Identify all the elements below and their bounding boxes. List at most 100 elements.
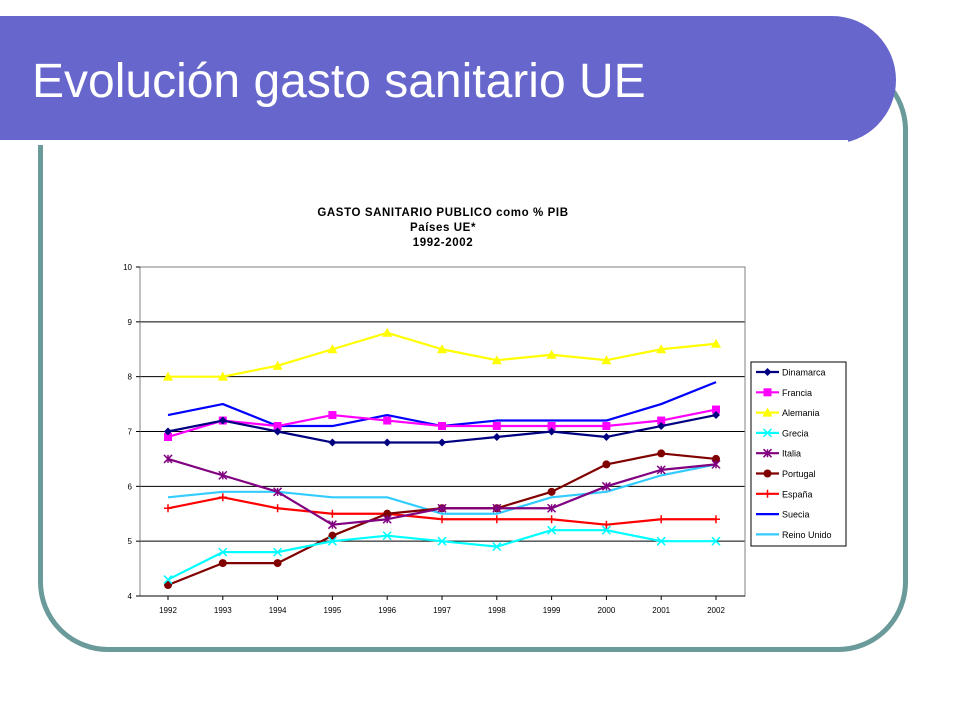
legend-label: Grecia	[782, 428, 809, 438]
point-marker-circle	[383, 509, 392, 518]
legend-item: Grecia	[756, 428, 809, 438]
point-marker-triangle	[711, 338, 721, 348]
legend-item: Italia	[756, 448, 801, 459]
point-marker-diamond	[492, 432, 501, 441]
point-marker-x	[547, 525, 557, 535]
point-marker-triangle	[163, 371, 173, 381]
title-underline	[0, 140, 848, 145]
legend-label: Portugal	[782, 469, 816, 479]
point-marker-diamond	[712, 411, 720, 420]
point-marker-star	[163, 454, 173, 464]
point-marker-star	[492, 503, 502, 513]
point-marker-triangle	[437, 344, 447, 354]
point-marker-plus	[164, 504, 172, 513]
point-marker-diamond	[383, 438, 392, 447]
point-marker-diamond	[602, 432, 611, 441]
point-marker-plus	[547, 515, 556, 524]
x-tick-label: 1997	[433, 606, 451, 615]
point-marker-star	[327, 520, 337, 530]
point-marker-plus	[712, 515, 720, 524]
series-line	[167, 463, 717, 515]
legend-item: Reino Unido	[756, 530, 832, 540]
y-tick-label: 7	[128, 428, 133, 437]
x-tick-label: 1994	[269, 606, 287, 615]
point-marker-diamond	[547, 427, 556, 436]
series-alemania	[163, 327, 721, 381]
y-tick-label: 5	[128, 537, 133, 546]
series-reino-unido	[167, 463, 717, 515]
point-marker-square	[547, 422, 556, 431]
point-marker-triangle	[762, 407, 773, 417]
point-marker-star	[437, 503, 447, 513]
point-marker-circle	[328, 531, 337, 540]
point-marker-plus	[602, 520, 611, 529]
point-marker-star	[711, 459, 721, 469]
x-tick-label: 2000	[598, 606, 616, 615]
legend-item: España	[756, 489, 813, 499]
chart-title-group: GASTO SANITARIO PUBLICO como % PIB Países…	[317, 207, 568, 249]
legend-item: Suecia	[756, 510, 810, 520]
series-grecia	[163, 525, 721, 585]
point-marker-star	[762, 448, 773, 458]
point-marker-x	[762, 428, 773, 438]
y-tick-label: 4	[128, 592, 133, 601]
legend-item: Portugal	[756, 469, 816, 479]
legend-item: Francia	[756, 388, 812, 398]
point-marker-diamond	[164, 427, 172, 436]
legend-label: Reino Unido	[782, 530, 832, 540]
point-marker-circle	[712, 454, 720, 463]
legend-label: Francia	[782, 388, 812, 398]
point-marker-x	[437, 536, 447, 546]
point-marker-square	[602, 422, 611, 431]
series-line	[167, 529, 716, 581]
chart-title-line: Países UE*	[410, 222, 476, 234]
x-tick-label: 1996	[378, 606, 396, 615]
point-marker-square	[383, 416, 392, 425]
point-marker-star	[273, 487, 283, 497]
point-marker-circle	[273, 559, 282, 568]
point-marker-square	[763, 388, 772, 397]
x-tick-label: 1993	[214, 606, 232, 615]
point-marker-star	[547, 503, 557, 513]
point-marker-plus	[657, 515, 666, 524]
legend-label: Suecia	[782, 510, 810, 520]
point-marker-triangle	[217, 371, 228, 381]
chart-title-line: GASTO SANITARIO PUBLICO como % PIB	[317, 207, 568, 219]
point-marker-x	[273, 547, 283, 557]
x-tick-label: 1999	[543, 606, 561, 615]
point-marker-plus	[218, 493, 227, 502]
y-tick-label: 10	[123, 263, 132, 272]
legend-label: España	[782, 489, 813, 499]
point-marker-diamond	[218, 416, 227, 425]
point-marker-triangle	[601, 355, 612, 365]
y-tick-label: 8	[128, 373, 133, 382]
point-marker-plus	[328, 509, 337, 518]
x-tick-label: 2001	[652, 606, 670, 615]
point-marker-triangle	[656, 344, 667, 354]
point-marker-x	[711, 536, 721, 546]
point-marker-circle	[763, 469, 772, 478]
point-marker-plus	[763, 489, 772, 498]
point-marker-x	[492, 542, 502, 552]
point-marker-triangle	[382, 327, 393, 337]
point-marker-star	[382, 514, 392, 524]
point-marker-diamond	[273, 427, 282, 436]
point-marker-x	[656, 536, 666, 546]
legend: Dinamarca Francia Alemania Grecia Italia Port…	[750, 361, 847, 547]
legend-label: Dinamarca	[782, 368, 826, 378]
legend-item: Alemania	[756, 407, 820, 418]
point-marker-square	[328, 411, 337, 420]
legend-label: Alemania	[782, 408, 820, 418]
series-group	[163, 327, 721, 590]
point-marker-circle	[164, 581, 172, 590]
point-marker-plus	[273, 504, 282, 513]
point-marker-x	[382, 531, 392, 541]
point-marker-square	[438, 422, 446, 431]
point-marker-diamond	[657, 422, 666, 431]
point-marker-triangle	[272, 360, 283, 370]
point-marker-x	[601, 525, 611, 535]
point-marker-circle	[602, 460, 611, 469]
series-dinamarca	[164, 411, 720, 447]
point-marker-circle	[218, 559, 227, 568]
